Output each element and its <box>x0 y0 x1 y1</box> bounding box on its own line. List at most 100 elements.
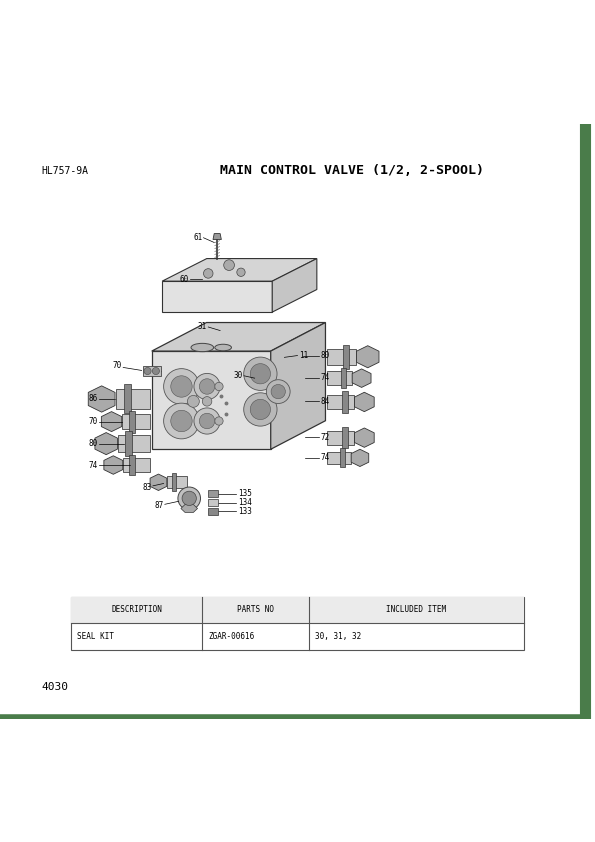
Circle shape <box>182 491 196 505</box>
Polygon shape <box>340 449 345 467</box>
Polygon shape <box>130 455 135 475</box>
Ellipse shape <box>215 344 231 351</box>
Text: 61: 61 <box>193 233 202 242</box>
Text: 74: 74 <box>320 373 330 382</box>
Polygon shape <box>150 474 167 491</box>
Text: 87: 87 <box>154 501 164 510</box>
Text: 30: 30 <box>233 371 243 381</box>
Polygon shape <box>95 433 117 455</box>
Polygon shape <box>118 435 150 451</box>
Bar <box>71 596 524 650</box>
Text: INCLUDED ITEM: INCLUDED ITEM <box>386 605 447 615</box>
Text: 72: 72 <box>320 433 330 441</box>
Circle shape <box>215 382 223 391</box>
Polygon shape <box>342 392 347 413</box>
Text: 83: 83 <box>142 483 152 492</box>
Text: 70: 70 <box>112 360 122 370</box>
Polygon shape <box>355 428 374 447</box>
Polygon shape <box>327 349 356 365</box>
Polygon shape <box>342 427 347 448</box>
Circle shape <box>152 367 159 375</box>
Polygon shape <box>126 431 133 456</box>
Polygon shape <box>213 233 221 239</box>
Bar <box>208 499 218 506</box>
Text: ZGAR-00616: ZGAR-00616 <box>208 632 255 642</box>
Circle shape <box>244 357 277 391</box>
Circle shape <box>194 373 220 400</box>
Bar <box>71 596 524 623</box>
Polygon shape <box>162 258 317 281</box>
Text: PARTS NO: PARTS NO <box>237 605 274 615</box>
Text: 60: 60 <box>179 274 189 284</box>
Polygon shape <box>143 365 161 376</box>
Polygon shape <box>124 385 131 413</box>
Text: 80: 80 <box>320 351 330 360</box>
Bar <box>208 508 218 515</box>
Circle shape <box>271 385 286 399</box>
Circle shape <box>178 487 201 509</box>
Polygon shape <box>152 322 325 351</box>
Text: 74: 74 <box>88 461 98 470</box>
Text: 70: 70 <box>88 417 98 426</box>
Circle shape <box>164 403 199 439</box>
Circle shape <box>199 379 215 394</box>
Text: HL757-9A: HL757-9A <box>42 166 89 176</box>
Polygon shape <box>343 344 349 369</box>
Text: SEAL KIT: SEAL KIT <box>77 632 114 642</box>
Polygon shape <box>340 368 346 388</box>
Polygon shape <box>162 281 273 312</box>
Polygon shape <box>273 258 317 312</box>
Circle shape <box>244 393 277 426</box>
Text: 80: 80 <box>88 440 98 448</box>
Polygon shape <box>172 473 176 492</box>
Circle shape <box>171 410 192 432</box>
Polygon shape <box>152 351 271 450</box>
Text: 74: 74 <box>320 453 330 462</box>
Circle shape <box>199 413 215 429</box>
Polygon shape <box>101 412 122 432</box>
Circle shape <box>194 408 220 434</box>
Polygon shape <box>355 392 374 412</box>
Polygon shape <box>88 386 115 412</box>
Polygon shape <box>351 450 369 466</box>
Polygon shape <box>356 346 379 368</box>
Polygon shape <box>327 395 354 409</box>
Text: 134: 134 <box>238 498 252 507</box>
Text: 133: 133 <box>238 507 252 516</box>
Circle shape <box>202 397 212 406</box>
Text: 30, 31, 32: 30, 31, 32 <box>315 632 362 642</box>
Bar <box>208 490 218 497</box>
Circle shape <box>267 380 290 403</box>
Text: 31: 31 <box>198 322 207 332</box>
Circle shape <box>250 364 271 384</box>
Circle shape <box>203 269 213 278</box>
Circle shape <box>215 417 223 425</box>
Polygon shape <box>327 371 352 385</box>
Polygon shape <box>352 369 371 387</box>
Circle shape <box>187 396 199 408</box>
Circle shape <box>144 367 151 375</box>
Polygon shape <box>104 456 123 474</box>
Circle shape <box>224 259 234 270</box>
Text: 84: 84 <box>320 397 330 406</box>
Text: 86: 86 <box>88 395 98 403</box>
Circle shape <box>164 369 199 404</box>
Text: 4030: 4030 <box>42 682 68 692</box>
Circle shape <box>237 268 245 276</box>
Polygon shape <box>271 322 325 450</box>
Polygon shape <box>122 414 150 429</box>
Polygon shape <box>129 411 135 433</box>
Text: 11: 11 <box>299 351 308 360</box>
Polygon shape <box>115 389 150 408</box>
Polygon shape <box>167 477 187 488</box>
Text: MAIN CONTROL VALVE (1/2, 2-SPOOL): MAIN CONTROL VALVE (1/2, 2-SPOOL) <box>220 164 484 177</box>
Polygon shape <box>327 451 351 464</box>
Polygon shape <box>327 430 354 445</box>
Ellipse shape <box>191 344 214 352</box>
Circle shape <box>250 399 271 419</box>
Polygon shape <box>181 504 198 513</box>
Circle shape <box>171 376 192 397</box>
Polygon shape <box>123 458 150 472</box>
Text: 135: 135 <box>238 489 252 498</box>
Text: DESCRIPTION: DESCRIPTION <box>111 605 162 615</box>
